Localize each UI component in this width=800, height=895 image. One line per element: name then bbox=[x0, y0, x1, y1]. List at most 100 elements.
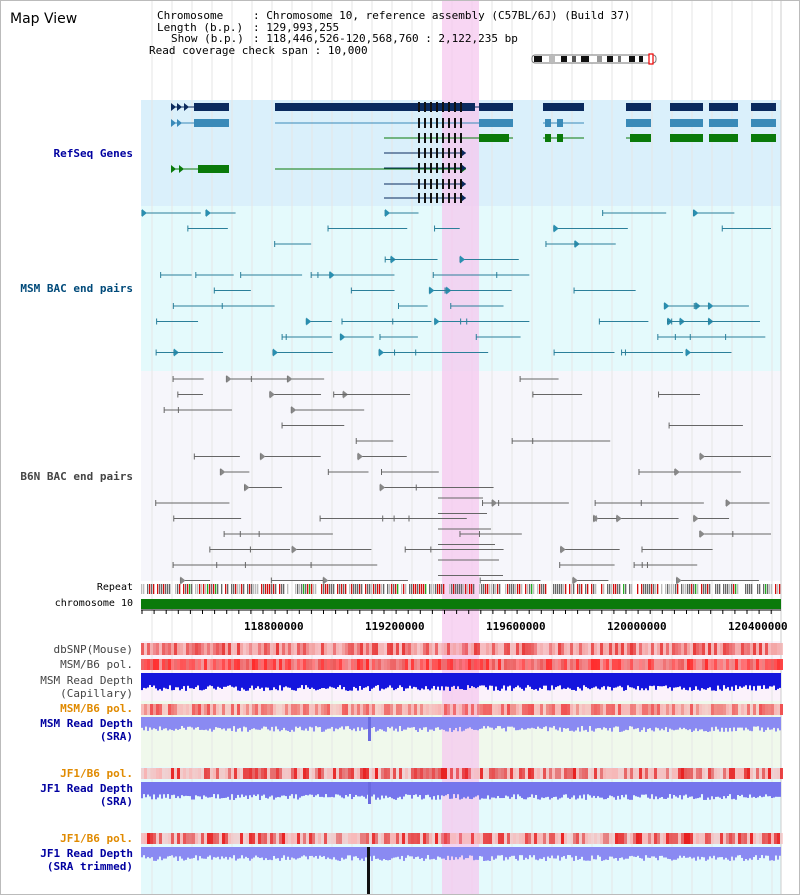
jf1-pol-strip-2 bbox=[612, 833, 615, 844]
msm-pol-strip bbox=[462, 659, 465, 670]
track-label-msm-bac[interactable]: MSM BAC end pairs bbox=[20, 282, 133, 295]
msm-pol-strip-2 bbox=[603, 704, 606, 715]
track-label-dbsnp[interactable]: dbSNP(Mouse) bbox=[53, 643, 133, 656]
msm-pol-strip bbox=[573, 659, 576, 670]
msm-pol-strip bbox=[612, 659, 615, 670]
dbsnp-strip bbox=[213, 643, 216, 655]
jf1-trimmed-depth bbox=[703, 847, 705, 858]
msm-pol-strip bbox=[171, 659, 174, 670]
jf1-sra-depth bbox=[223, 782, 225, 798]
jf1-sra-depth bbox=[379, 782, 381, 800]
repeat-mark bbox=[373, 584, 375, 594]
msm-capillary-depth bbox=[205, 673, 207, 689]
msm-bac-arrow bbox=[693, 209, 699, 217]
jf1-pol-strip-2 bbox=[717, 833, 720, 844]
jf1-pol-strip bbox=[549, 768, 552, 779]
track-label-jf1-b6-pol-1[interactable]: JF1/B6 pol. bbox=[60, 767, 133, 780]
jf1-trimmed-depth bbox=[379, 847, 381, 860]
jf1-sra-depth bbox=[385, 782, 387, 796]
msm-capillary-depth bbox=[269, 673, 271, 691]
jf1-pol-strip bbox=[495, 768, 498, 779]
track-label-jf1-depth-sra[interactable]: JF1 Read Depth bbox=[40, 782, 133, 795]
jf1-sra-depth bbox=[591, 782, 593, 798]
repeat-mark bbox=[653, 584, 655, 594]
jf1-sra-depth bbox=[293, 782, 295, 799]
msm-pol-strip bbox=[495, 659, 498, 670]
track-label-refseq[interactable]: RefSeq Genes bbox=[53, 147, 133, 160]
track-label-jf1-depth-trimmed[interactable]: JF1 Read Depth bbox=[40, 847, 133, 860]
dbsnp-strip bbox=[153, 643, 156, 655]
jf1-trimmed-depth bbox=[677, 847, 679, 859]
msm-pol-strip bbox=[561, 659, 564, 670]
track-label-msm-depth-sra[interactable]: MSM Read Depth bbox=[40, 717, 133, 730]
msm-capillary-depth bbox=[729, 673, 731, 691]
jf1-pol-strip-2 bbox=[426, 833, 429, 844]
msm-capillary-depth bbox=[731, 673, 733, 687]
gene-exon bbox=[198, 165, 229, 173]
b6n-bac-arrow bbox=[323, 576, 329, 585]
msm-capillary-depth bbox=[215, 673, 217, 690]
jf1-trimmed-depth bbox=[291, 847, 293, 858]
gene-exon-tick bbox=[430, 133, 432, 143]
msm-pol-strip bbox=[399, 659, 402, 670]
jf1-trimmed-depth bbox=[199, 847, 201, 857]
repeat-mark bbox=[763, 584, 765, 594]
msm-pol-strip-2 bbox=[651, 704, 654, 715]
gene-exon-tick bbox=[430, 148, 432, 158]
msm-sra-depth bbox=[699, 717, 701, 730]
jf1-pol-strip bbox=[756, 768, 759, 779]
gene-exon-tick bbox=[430, 118, 432, 128]
msm-pol-strip bbox=[417, 659, 420, 670]
jf1-pol-strip-2 bbox=[510, 833, 513, 844]
jf1-pol-strip bbox=[600, 768, 603, 779]
msm-pol-strip-2 bbox=[477, 704, 480, 715]
msm-pol-strip bbox=[672, 659, 675, 670]
msm-sra-depth bbox=[477, 717, 479, 731]
jf1-pol-strip bbox=[597, 768, 600, 779]
dbsnp-strip bbox=[540, 643, 543, 655]
msm-sra-depth bbox=[517, 717, 519, 731]
repeat-mark bbox=[479, 584, 481, 594]
jf1-pol-strip bbox=[336, 768, 339, 779]
jf1-pol-strip bbox=[642, 768, 645, 779]
dbsnp-strip bbox=[744, 643, 747, 655]
msm-sra-depth bbox=[399, 717, 401, 727]
track-label-msm-depth-capillary[interactable]: MSM Read Depth bbox=[40, 674, 133, 687]
jf1-sra-depth bbox=[589, 782, 591, 796]
msm-sra-depth bbox=[183, 717, 185, 728]
track-label-jf1-b6-pol-2[interactable]: JF1/B6 pol. bbox=[60, 832, 133, 845]
msm-capillary-depth bbox=[461, 673, 463, 690]
track-label-b6n-bac[interactable]: B6N BAC end pairs bbox=[20, 470, 133, 483]
jf1-sra-depth bbox=[499, 782, 501, 799]
jf1-trimmed-depth bbox=[591, 847, 593, 856]
dbsnp-strip bbox=[240, 643, 243, 655]
msm-sra-depth bbox=[315, 717, 317, 727]
jf1-pol-strip bbox=[720, 768, 723, 779]
jf1-pol-strip-2 bbox=[528, 833, 531, 844]
jf1-sra-depth bbox=[737, 782, 739, 796]
jf1-pol-strip bbox=[462, 768, 465, 779]
msm-capillary-depth bbox=[251, 673, 253, 686]
jf1-pol-strip bbox=[735, 768, 738, 779]
msm-pol-strip bbox=[357, 659, 360, 670]
track-label-msm-b6-pol-1[interactable]: MSM/B6 pol. bbox=[60, 658, 133, 671]
jf1-pol-strip-2 bbox=[363, 833, 366, 844]
dbsnp-strip bbox=[201, 643, 204, 655]
dbsnp-strip bbox=[156, 643, 159, 655]
msm-pol-strip-2 bbox=[504, 704, 507, 715]
msm-sra-depth bbox=[691, 717, 693, 732]
msm-capillary-depth bbox=[145, 673, 147, 689]
gene-arrow bbox=[461, 149, 466, 157]
msm-pol-strip bbox=[210, 659, 213, 670]
track-label-msm-b6-pol-2[interactable]: MSM/B6 pol. bbox=[60, 702, 133, 715]
jf1-sra-depth bbox=[503, 782, 505, 799]
jf1-trimmed-depth bbox=[349, 847, 351, 856]
msm-sra-depth bbox=[345, 717, 347, 727]
msm-bac-arrow bbox=[379, 348, 385, 357]
jf1-trimmed-depth bbox=[751, 847, 753, 860]
msm-pol-strip bbox=[348, 659, 351, 670]
jf1-sra-depth bbox=[241, 782, 243, 795]
msm-pol-strip bbox=[555, 659, 558, 670]
track-label-repeat[interactable]: Repeat bbox=[96, 582, 133, 593]
msm-bac-arrow bbox=[434, 317, 440, 326]
